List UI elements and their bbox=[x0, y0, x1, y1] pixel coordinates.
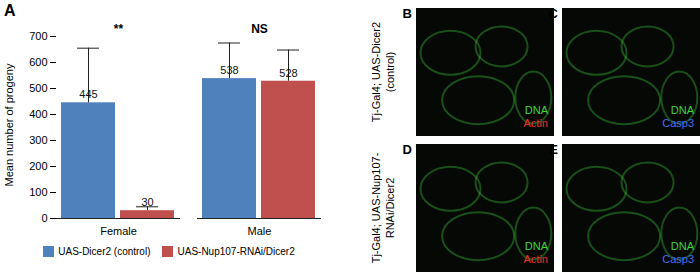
svg-text:Tj-Gal4; UAS-Dicer2: Tj-Gal4; UAS-Dicer2 bbox=[370, 22, 382, 122]
svg-text:400: 400 bbox=[29, 108, 47, 120]
svg-text:100: 100 bbox=[29, 186, 47, 198]
svg-text:Male: Male bbox=[248, 225, 272, 237]
svg-text:300: 300 bbox=[29, 134, 47, 146]
svg-text:500: 500 bbox=[29, 82, 47, 94]
svg-text:**: ** bbox=[114, 22, 124, 36]
svg-text:Casp3: Casp3 bbox=[662, 117, 694, 129]
svg-text:Actin: Actin bbox=[524, 117, 548, 129]
svg-text:DNA: DNA bbox=[671, 104, 695, 116]
svg-text:528: 528 bbox=[279, 67, 297, 79]
svg-text:Casp3: Casp3 bbox=[662, 253, 694, 265]
html-text:Mean number of progeny: Mean number of progeny bbox=[3, 63, 15, 187]
svg-text:600: 600 bbox=[29, 56, 47, 68]
svg-text:C: C bbox=[549, 6, 559, 21]
svg-text:E: E bbox=[549, 142, 558, 157]
svg-text:0: 0 bbox=[41, 212, 47, 224]
svg-text:700: 700 bbox=[29, 30, 47, 42]
html-text:UAS-Dicer2 (control): UAS-Dicer2 (control) bbox=[58, 246, 151, 257]
svg-text:Actin: Actin bbox=[524, 253, 548, 265]
svg-text:538: 538 bbox=[220, 64, 238, 76]
svg-text:(control): (control) bbox=[384, 52, 396, 92]
svg-text:200: 200 bbox=[29, 160, 47, 172]
svg-text:B: B bbox=[403, 6, 412, 21]
svg-text:Female: Female bbox=[100, 225, 137, 237]
html-text:A: A bbox=[4, 2, 16, 19]
svg-text:DNA: DNA bbox=[525, 240, 549, 252]
html-text:UAS-Nup107-RNAi/Dicer2: UAS-Nup107-RNAi/Dicer2 bbox=[177, 246, 295, 257]
svg-text:445: 445 bbox=[79, 88, 97, 100]
svg-text:DNA: DNA bbox=[525, 104, 549, 116]
svg-text:DNA: DNA bbox=[671, 240, 695, 252]
svg-text:RNAi/Dicer2: RNAi/Dicer2 bbox=[384, 178, 396, 239]
svg-text:NS: NS bbox=[251, 22, 268, 36]
svg-text:Tj-Gal4; UAS-Nup107-: Tj-Gal4; UAS-Nup107- bbox=[370, 152, 382, 263]
svg-text:D: D bbox=[403, 142, 412, 157]
svg-text:30: 30 bbox=[141, 196, 153, 208]
